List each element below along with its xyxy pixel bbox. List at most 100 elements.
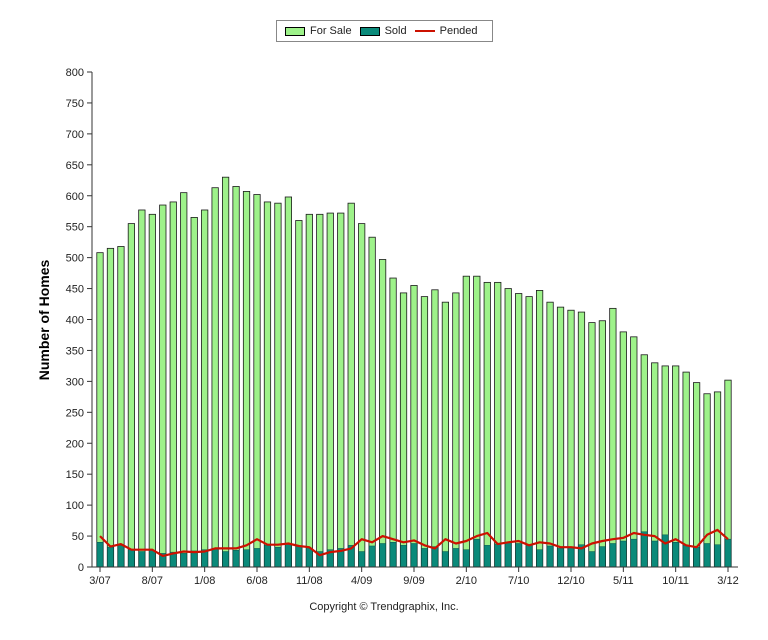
y-tick-label: 600 bbox=[66, 191, 84, 203]
bar-for-sale bbox=[284, 196, 293, 568]
y-tick-label: 500 bbox=[66, 253, 84, 265]
y-tick-label: 800 bbox=[66, 67, 84, 79]
bar-sold bbox=[567, 546, 575, 568]
y-tick-label: 100 bbox=[66, 500, 84, 512]
bar-for-sale bbox=[242, 191, 251, 568]
bar-for-sale bbox=[494, 281, 502, 568]
bar-for-sale bbox=[462, 275, 470, 568]
bar-for-sale bbox=[159, 204, 167, 568]
bar-for-sale bbox=[682, 371, 690, 568]
bar-for-sale bbox=[358, 223, 366, 568]
bar-for-sale bbox=[253, 194, 261, 568]
bar-for-sale bbox=[169, 201, 177, 568]
bar-sold bbox=[703, 543, 711, 568]
bar-sold bbox=[630, 538, 638, 568]
bar-sold bbox=[651, 540, 658, 568]
legend-item-sold: Sold bbox=[359, 25, 407, 37]
x-tick-label: 12/10 bbox=[557, 575, 585, 587]
bar-sold bbox=[515, 543, 522, 568]
x-tick-label: 2/10 bbox=[456, 575, 477, 587]
bar-sold bbox=[536, 549, 543, 568]
bar-sold bbox=[588, 551, 596, 568]
bar-for-sale bbox=[556, 306, 565, 568]
legend-label-for-sale: For Sale bbox=[310, 25, 352, 37]
bar-sold bbox=[253, 548, 261, 568]
legend-label-sold: Sold bbox=[384, 25, 407, 37]
bar-for-sale bbox=[190, 217, 198, 568]
bar-sold bbox=[379, 543, 386, 568]
bar-for-sale bbox=[347, 202, 355, 568]
bar-sold bbox=[504, 542, 512, 568]
bar-for-sale bbox=[106, 247, 115, 568]
bar-for-sale bbox=[452, 292, 460, 568]
x-tick-label: 7/10 bbox=[508, 575, 529, 587]
bar-sold bbox=[661, 534, 669, 568]
bar-for-sale bbox=[515, 293, 523, 568]
bar-sold bbox=[358, 551, 365, 568]
y-tick-label: 300 bbox=[66, 376, 84, 388]
bar-for-sale bbox=[420, 296, 429, 568]
y-tick-label: 450 bbox=[66, 284, 84, 296]
y-tick-label: 650 bbox=[66, 160, 84, 172]
bar-for-sale bbox=[295, 220, 303, 568]
bar-sold bbox=[285, 543, 292, 568]
y-tick-label: 550 bbox=[66, 222, 84, 234]
bar-sold bbox=[525, 545, 533, 568]
bar-sold bbox=[190, 550, 198, 568]
y-tick-label: 0 bbox=[78, 562, 84, 574]
copyright-text: Copyright © Trendgraphix, Inc. bbox=[309, 601, 459, 613]
bar-for-sale bbox=[221, 176, 230, 568]
bar-for-sale bbox=[263, 201, 272, 568]
bar-sold bbox=[306, 548, 313, 568]
bar-for-sale bbox=[138, 209, 146, 568]
bar-sold bbox=[599, 546, 606, 568]
y-tick-label: 700 bbox=[66, 129, 84, 141]
legend-item-pended: Pended bbox=[414, 25, 478, 37]
bar-sold bbox=[180, 553, 187, 568]
bar-sold bbox=[222, 551, 229, 568]
bar-sold bbox=[693, 546, 700, 568]
bar-for-sale bbox=[703, 393, 711, 568]
legend-item-for-sale: For Sale bbox=[285, 25, 352, 37]
bar-sold bbox=[724, 538, 732, 568]
legend-swatch-sold bbox=[359, 26, 380, 36]
bar-sold bbox=[494, 543, 501, 568]
y-tick-label: 200 bbox=[66, 438, 84, 450]
x-tick-label: 3/07 bbox=[89, 575, 110, 587]
bar-for-sale bbox=[504, 288, 512, 568]
bar-for-sale bbox=[232, 186, 240, 568]
bar-for-sale bbox=[567, 309, 575, 568]
bar-sold bbox=[609, 543, 617, 568]
bar-for-sale bbox=[180, 192, 188, 568]
bar-for-sale bbox=[410, 285, 418, 568]
bar-sold bbox=[243, 549, 250, 568]
x-tick-label: 11/08 bbox=[296, 575, 323, 587]
y-tick-label: 50 bbox=[72, 531, 84, 543]
bar-for-sale bbox=[399, 292, 408, 568]
bar-sold bbox=[389, 542, 397, 568]
bar-sold bbox=[96, 542, 104, 568]
bar-for-sale bbox=[577, 311, 586, 568]
bar-sold bbox=[128, 549, 135, 568]
y-tick-label: 350 bbox=[66, 345, 84, 357]
y-tick-label: 750 bbox=[66, 98, 84, 110]
legend-label-pended: Pended bbox=[439, 25, 478, 37]
bar-for-sale bbox=[441, 301, 450, 568]
bar-for-sale bbox=[546, 301, 554, 568]
bar-for-sale bbox=[536, 290, 544, 568]
y-axis-label: Number of Homes bbox=[36, 259, 52, 381]
bar-sold bbox=[431, 546, 439, 568]
bar-for-sale bbox=[609, 307, 617, 568]
bar-for-sale bbox=[483, 281, 491, 568]
chart-legend: For Sale Sold Pended bbox=[276, 20, 493, 42]
bar-sold bbox=[452, 548, 460, 568]
bar-sold bbox=[463, 549, 470, 568]
bar-sold bbox=[682, 545, 690, 568]
bar-sold bbox=[714, 544, 721, 568]
x-tick-label: 5/11 bbox=[613, 575, 634, 587]
bar-sold bbox=[264, 545, 271, 568]
bar-sold bbox=[410, 543, 418, 568]
bar-sold bbox=[672, 542, 679, 568]
bar-sold bbox=[368, 545, 376, 568]
